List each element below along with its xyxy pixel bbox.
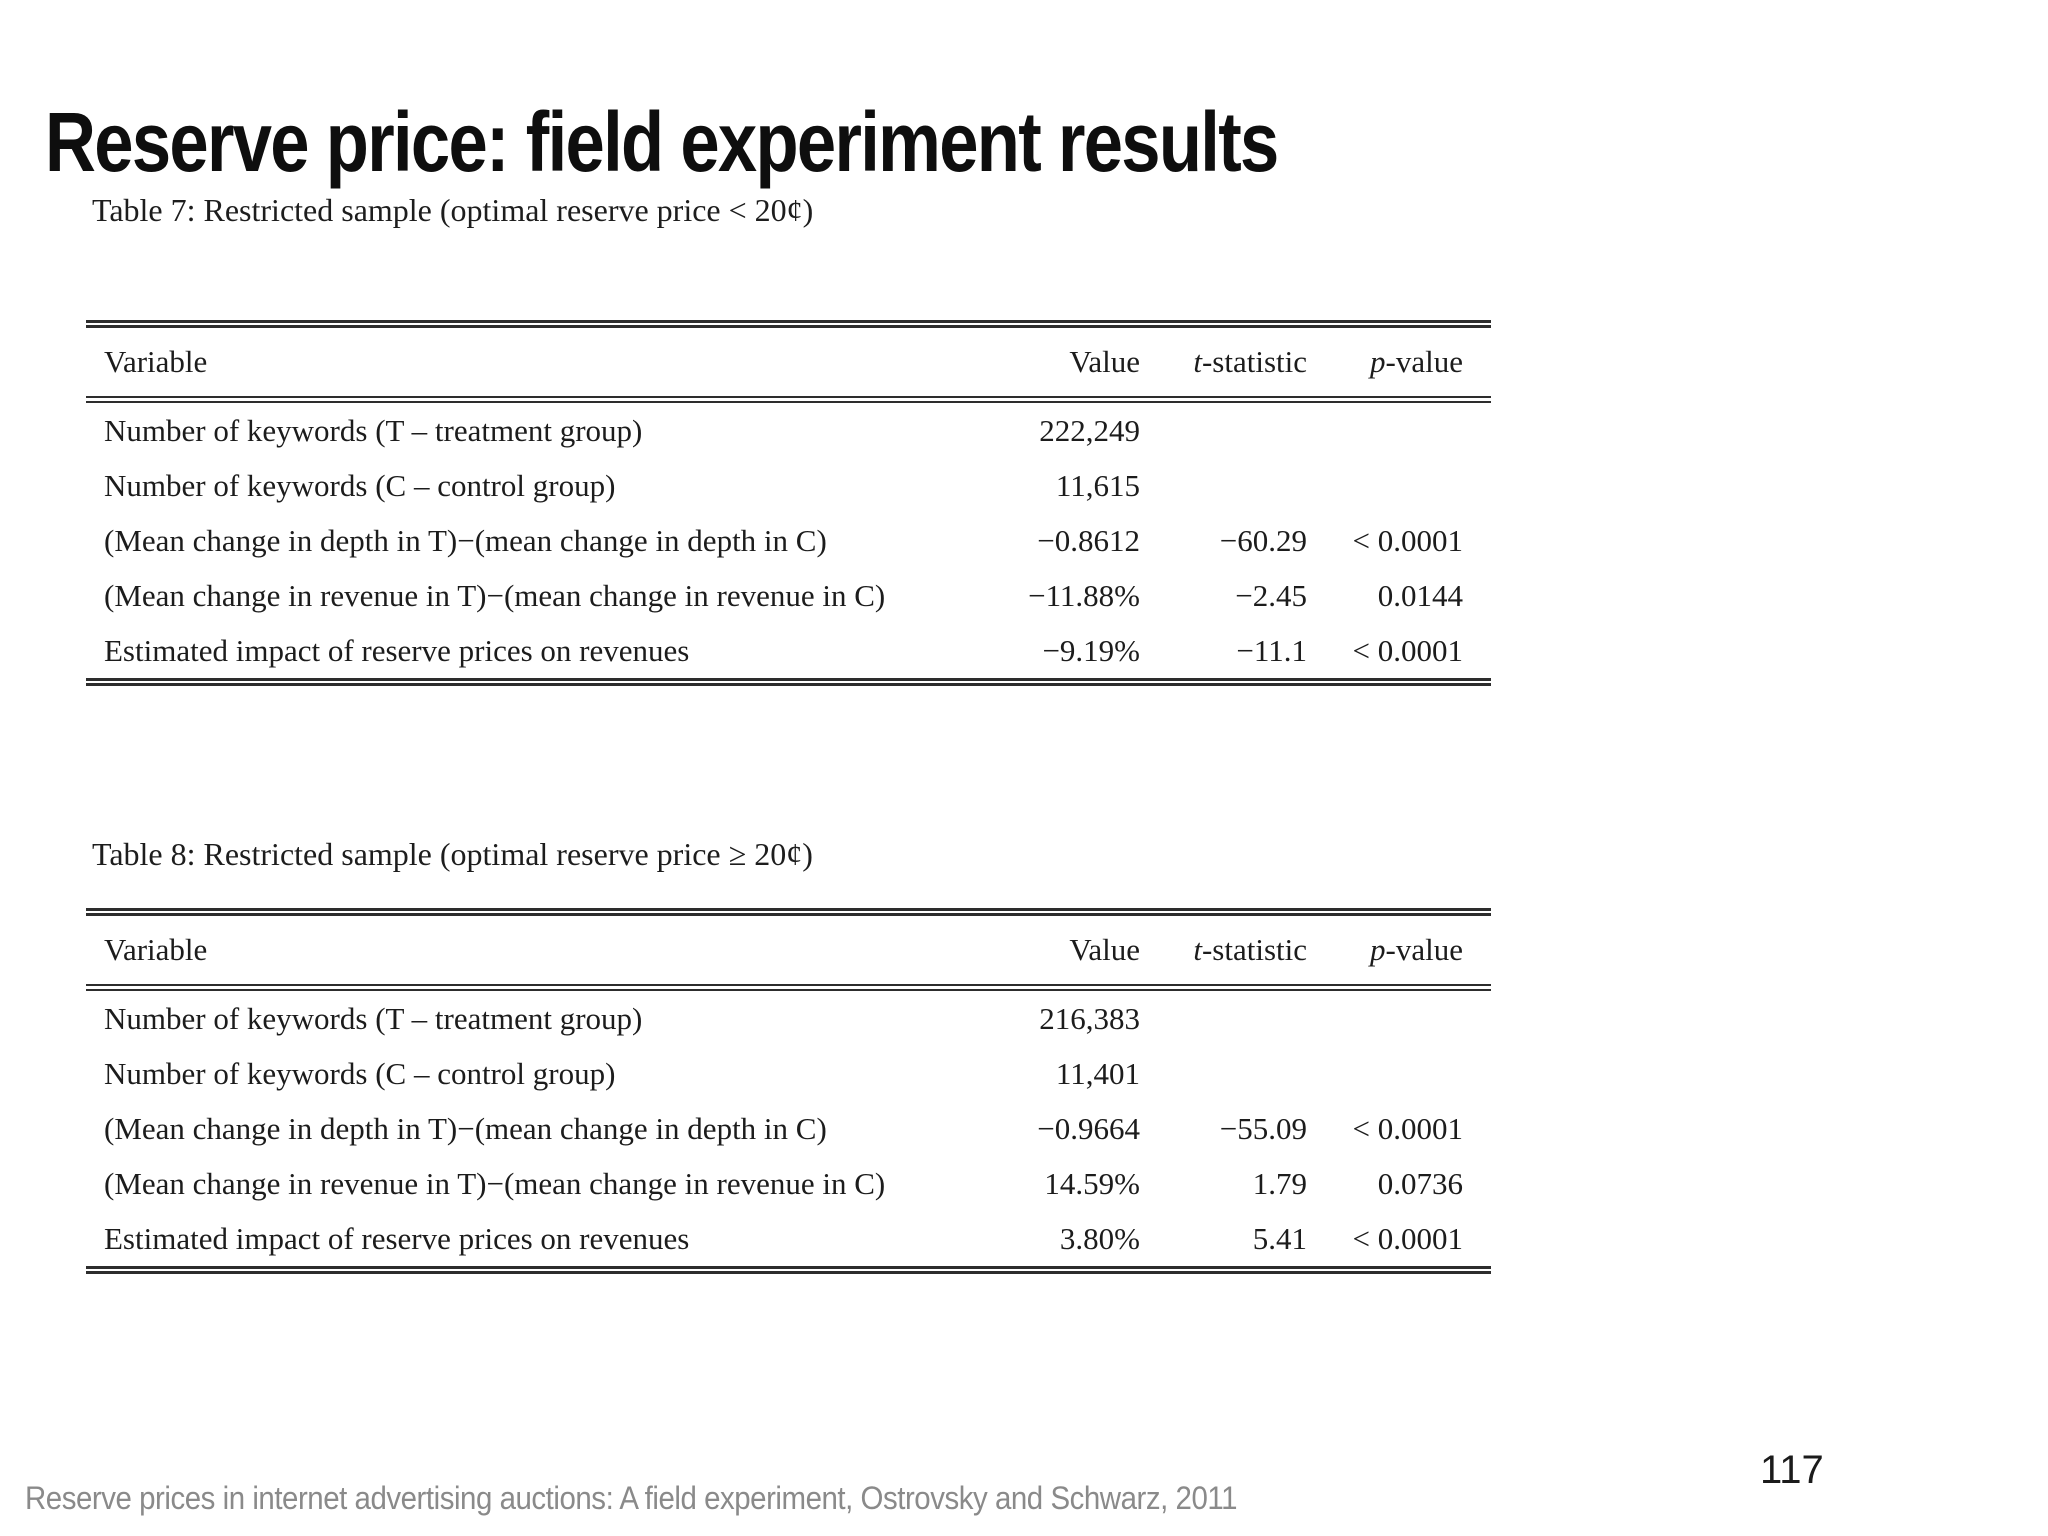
table7-header-row: Variable Value t-statistic p-value <box>86 324 1491 403</box>
table-cell: Number of keywords (C – control group) <box>104 467 616 503</box>
col-header-label: -statistic <box>1201 344 1307 379</box>
table-cell: < 0.0001 <box>1352 632 1463 668</box>
col-header-t-statistic: t-statistic <box>1141 912 1308 991</box>
table-row: (Mean change in revenue in T)−(mean chan… <box>86 568 1491 623</box>
table-cell <box>1141 400 1308 459</box>
table-cell: −0.8612 <box>1037 522 1140 558</box>
table-cell: 216,383 <box>1039 1000 1140 1036</box>
table-cell: (Mean change in depth in T)−(mean change… <box>104 522 827 558</box>
page-number: 117 <box>1760 1448 1824 1492</box>
table-cell: < 0.0001 <box>1352 1220 1463 1256</box>
table-cell: 11,401 <box>1055 1055 1140 1091</box>
table-cell <box>1308 988 1491 1047</box>
col-header-t-statistic: t-statistic <box>1141 324 1308 403</box>
table-row: (Mean change in depth in T)−(mean change… <box>86 513 1491 568</box>
col-header-value: Value <box>801 912 1141 991</box>
col-header-variable: Variable <box>86 912 801 991</box>
col-header-label: Variable <box>104 932 208 967</box>
table-cell: −9.19% <box>1042 632 1140 668</box>
table-cell: Number of keywords (T – treatment group) <box>104 1000 643 1036</box>
table-cell: 1.79 <box>1252 1165 1307 1201</box>
col-header-p-value: p-value <box>1308 324 1491 403</box>
table-cell <box>1141 1046 1308 1101</box>
table-cell: 0.0736 <box>1377 1165 1463 1201</box>
table-cell: 0.0144 <box>1377 577 1463 613</box>
table-cell: −55.09 <box>1219 1110 1307 1146</box>
table-row: Estimated impact of reserve prices on re… <box>86 623 1491 682</box>
table-cell: Estimated impact of reserve prices on re… <box>104 632 690 668</box>
table-cell: 5.41 <box>1252 1220 1307 1256</box>
col-header-italic: p <box>1370 344 1386 379</box>
table7-caption: Table 7: Restricted sample (optimal rese… <box>92 192 814 228</box>
table-cell: −60.29 <box>1219 522 1307 558</box>
table-cell: −2.45 <box>1235 577 1307 613</box>
table-cell: Number of keywords (C – control group) <box>104 1055 616 1091</box>
table-row: Number of keywords (C – control group) 1… <box>86 1046 1491 1101</box>
col-header-italic: t <box>1193 932 1202 967</box>
col-header-label: Variable <box>104 344 208 379</box>
table-cell: 222,249 <box>1039 412 1140 448</box>
table-cell: 14.59% <box>1044 1165 1140 1201</box>
col-header-label: -statistic <box>1201 932 1307 967</box>
table-cell <box>1308 458 1491 513</box>
table-cell <box>1308 1046 1491 1101</box>
table-cell: Estimated impact of reserve prices on re… <box>104 1220 690 1256</box>
col-header-label: -value <box>1385 344 1463 379</box>
col-header-p-value: p-value <box>1308 912 1491 991</box>
table-cell: < 0.0001 <box>1352 522 1463 558</box>
table-row: Number of keywords (T – treatment group)… <box>86 400 1491 459</box>
table-row: (Mean change in depth in T)−(mean change… <box>86 1101 1491 1156</box>
table-cell: (Mean change in revenue in T)−(mean chan… <box>104 1165 886 1201</box>
table-cell <box>1141 988 1308 1047</box>
table-cell: −11.1 <box>1236 632 1307 668</box>
table-cell: (Mean change in depth in T)−(mean change… <box>104 1110 827 1146</box>
table-cell: 3.80% <box>1059 1220 1140 1256</box>
table7: Variable Value t-statistic p-value Numbe… <box>86 320 1491 686</box>
table-row: Estimated impact of reserve prices on re… <box>86 1211 1491 1270</box>
table-cell: −0.9664 <box>1037 1110 1140 1146</box>
col-header-label: -value <box>1385 932 1463 967</box>
table-cell <box>1308 400 1491 459</box>
col-header-italic: p <box>1370 932 1386 967</box>
col-header-label: Value <box>1069 932 1140 967</box>
table-cell <box>1141 458 1308 513</box>
table8: Variable Value t-statistic p-value Numbe… <box>86 908 1491 1274</box>
col-header-value: Value <box>801 324 1141 403</box>
table-row: (Mean change in revenue in T)−(mean chan… <box>86 1156 1491 1211</box>
table8-caption: Table 8: Restricted sample (optimal rese… <box>92 836 813 872</box>
table-cell: 11,615 <box>1055 467 1140 503</box>
slide-title: Reserve price: field experiment results <box>45 95 1279 190</box>
col-header-italic: t <box>1193 344 1202 379</box>
table-cell: −11.88% <box>1028 577 1140 613</box>
table8-header-row: Variable Value t-statistic p-value <box>86 912 1491 991</box>
footer-citation: Reserve prices in internet advertising a… <box>25 1480 1238 1516</box>
table-cell: < 0.0001 <box>1352 1110 1463 1146</box>
col-header-label: Value <box>1069 344 1140 379</box>
table-cell: (Mean change in revenue in T)−(mean chan… <box>104 577 886 613</box>
table-row: Number of keywords (T – treatment group)… <box>86 988 1491 1047</box>
col-header-variable: Variable <box>86 324 801 403</box>
table-cell: Number of keywords (T – treatment group) <box>104 412 643 448</box>
table-row: Number of keywords (C – control group) 1… <box>86 458 1491 513</box>
